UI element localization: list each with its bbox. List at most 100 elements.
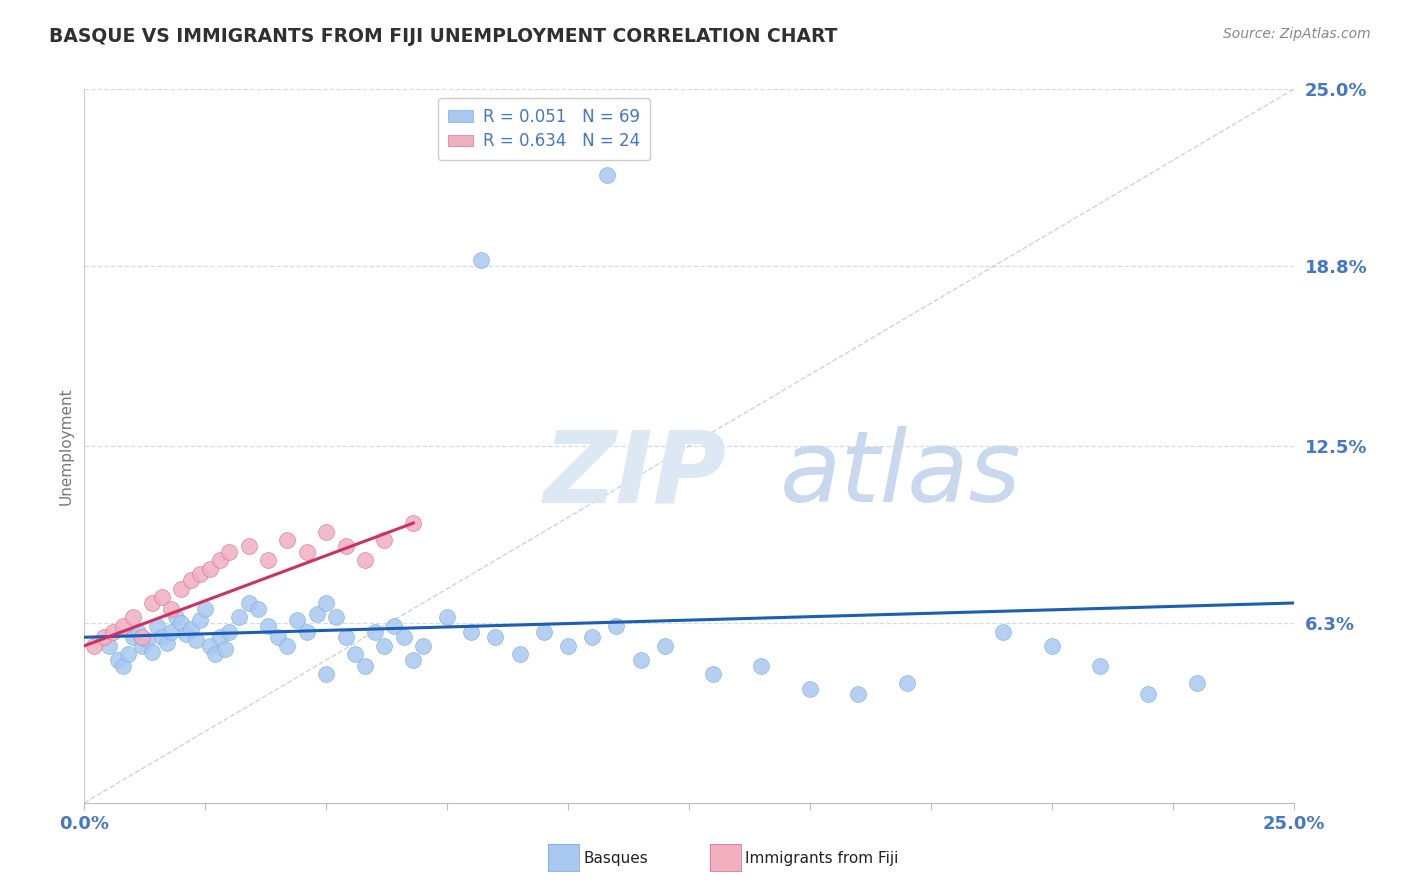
Point	[180, 622, 202, 636]
Point	[993, 624, 1015, 639]
Point	[198, 639, 221, 653]
Point	[150, 630, 173, 644]
Point	[285, 613, 308, 627]
Point	[247, 601, 270, 615]
Text: Basques: Basques	[583, 851, 648, 865]
Point	[121, 610, 143, 624]
Point	[470, 253, 492, 268]
Point	[127, 624, 149, 639]
Point	[373, 533, 395, 548]
Text: BASQUE VS IMMIGRANTS FROM FIJI UNEMPLOYMENT CORRELATION CHART: BASQUE VS IMMIGRANTS FROM FIJI UNEMPLOYM…	[49, 27, 838, 45]
Point	[315, 596, 337, 610]
Point	[1088, 658, 1111, 673]
Point	[214, 641, 236, 656]
Point	[228, 610, 250, 624]
Point	[392, 630, 415, 644]
Point	[799, 681, 821, 696]
Point	[238, 539, 260, 553]
Text: Immigrants from Fiji: Immigrants from Fiji	[745, 851, 898, 865]
Point	[315, 667, 337, 681]
Point	[208, 630, 231, 644]
Point	[83, 639, 105, 653]
Point	[170, 615, 193, 630]
Y-axis label: Unemployment: Unemployment	[58, 387, 73, 505]
Point	[107, 653, 129, 667]
Point	[305, 607, 328, 622]
Point	[257, 619, 280, 633]
Point	[412, 639, 434, 653]
Point	[295, 624, 318, 639]
Point	[131, 639, 153, 653]
Point	[354, 658, 377, 673]
Point	[208, 553, 231, 567]
Point	[165, 610, 187, 624]
Point	[1137, 687, 1160, 701]
Point	[141, 596, 163, 610]
Point	[335, 539, 357, 553]
Point	[146, 619, 169, 633]
Point	[450, 139, 472, 153]
Point	[276, 533, 298, 548]
Point	[218, 544, 240, 558]
Point	[194, 601, 217, 615]
Point	[174, 627, 197, 641]
Point	[190, 567, 212, 582]
Text: Source: ZipAtlas.com: Source: ZipAtlas.com	[1223, 27, 1371, 41]
Point	[160, 624, 183, 639]
Point	[533, 624, 555, 639]
Point	[170, 582, 193, 596]
Point	[97, 639, 120, 653]
Point	[335, 630, 357, 644]
Point	[896, 676, 918, 690]
Legend: R = 0.051   N = 69, R = 0.634   N = 24: R = 0.051 N = 69, R = 0.634 N = 24	[437, 97, 650, 161]
Point	[373, 639, 395, 653]
Point	[1040, 639, 1063, 653]
Text: ZIP: ZIP	[544, 426, 727, 523]
Point	[605, 619, 627, 633]
Point	[180, 573, 202, 587]
Point	[103, 624, 125, 639]
Point	[150, 591, 173, 605]
Point	[218, 624, 240, 639]
Point	[198, 562, 221, 576]
Point	[846, 687, 869, 701]
Point	[702, 667, 724, 681]
Point	[131, 630, 153, 644]
Point	[509, 648, 531, 662]
Point	[344, 648, 367, 662]
Point	[1185, 676, 1208, 690]
Point	[557, 639, 579, 653]
Point	[257, 553, 280, 567]
Point	[460, 624, 482, 639]
Point	[238, 596, 260, 610]
Point	[295, 544, 318, 558]
Point	[204, 648, 226, 662]
Point	[630, 653, 652, 667]
Point	[581, 630, 603, 644]
Point	[121, 630, 143, 644]
Point	[402, 653, 425, 667]
Point	[315, 524, 337, 539]
Point	[160, 601, 183, 615]
Point	[93, 630, 115, 644]
Point	[596, 168, 619, 182]
Point	[402, 516, 425, 530]
Point	[363, 624, 385, 639]
Point	[325, 610, 347, 624]
Point	[155, 636, 177, 650]
Point	[751, 658, 773, 673]
Point	[184, 633, 207, 648]
Point	[112, 619, 135, 633]
Point	[354, 553, 377, 567]
Point	[382, 619, 405, 633]
Point	[117, 648, 139, 662]
Point	[267, 630, 290, 644]
Point	[654, 639, 676, 653]
Point	[436, 610, 458, 624]
Point	[190, 613, 212, 627]
Point	[141, 644, 163, 658]
Point	[136, 633, 159, 648]
Point	[112, 658, 135, 673]
Text: atlas: atlas	[779, 426, 1021, 523]
Point	[276, 639, 298, 653]
